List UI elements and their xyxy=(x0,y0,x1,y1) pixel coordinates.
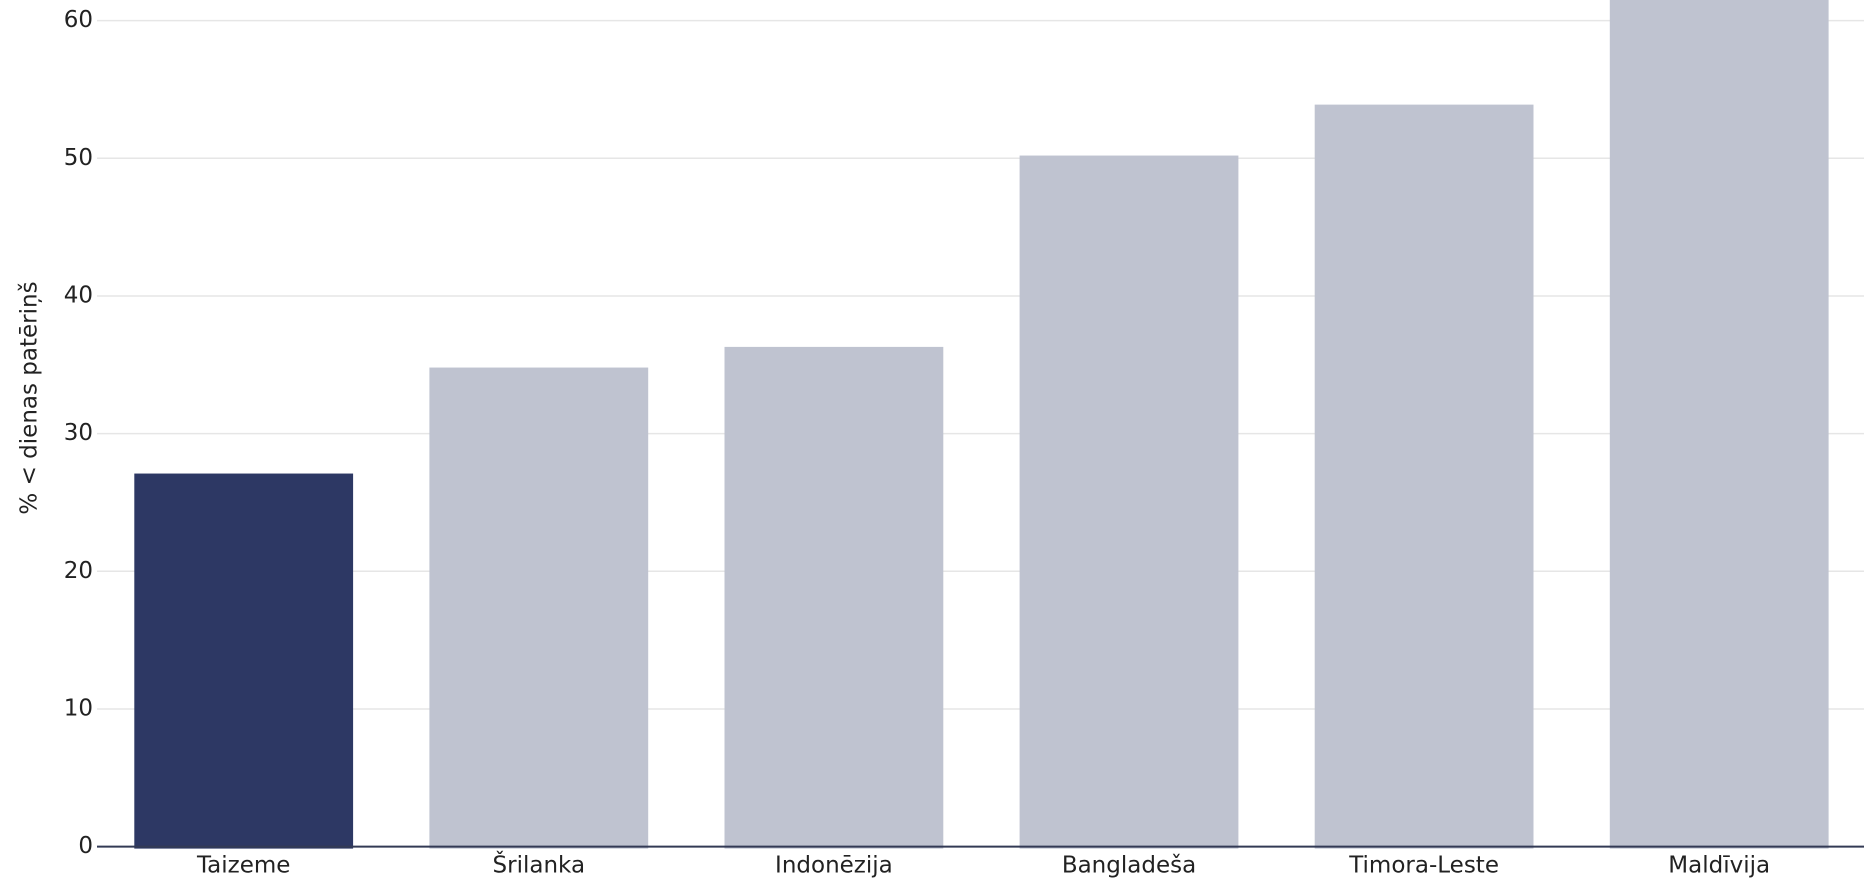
x-tick-label: Indonēzija xyxy=(775,853,893,879)
y-tick-label: 50 xyxy=(64,145,93,171)
x-tick-label: Maldīvija xyxy=(1668,853,1770,879)
x-tick-label: Taizeme xyxy=(196,853,291,879)
x-tick-label: Timora-Leste xyxy=(1348,853,1499,879)
bar xyxy=(1019,155,1239,849)
grid xyxy=(97,19,1864,710)
y-tick-label: 10 xyxy=(64,695,93,721)
y-tick-label: 40 xyxy=(64,282,93,308)
y-tick-label: 30 xyxy=(64,420,93,446)
x-tick-label: Bangladeša xyxy=(1062,853,1196,879)
y-tick-label: 0 xyxy=(78,833,93,859)
bar xyxy=(1314,104,1534,849)
bars xyxy=(134,0,1829,849)
y-tick-label: 20 xyxy=(64,558,93,584)
labels: 0 10 20 30 40 50 60 Taizeme Šrilanka Indonēzija Ba… xyxy=(64,7,1864,879)
bar xyxy=(724,346,944,849)
x-tick-label: Šrilanka xyxy=(493,851,586,879)
y-tick-label: 60 xyxy=(64,7,93,33)
y-axis-label: % < dienas patēriņš xyxy=(17,281,43,514)
bar xyxy=(1609,0,1829,849)
bar xyxy=(429,367,649,849)
bar xyxy=(134,473,354,849)
